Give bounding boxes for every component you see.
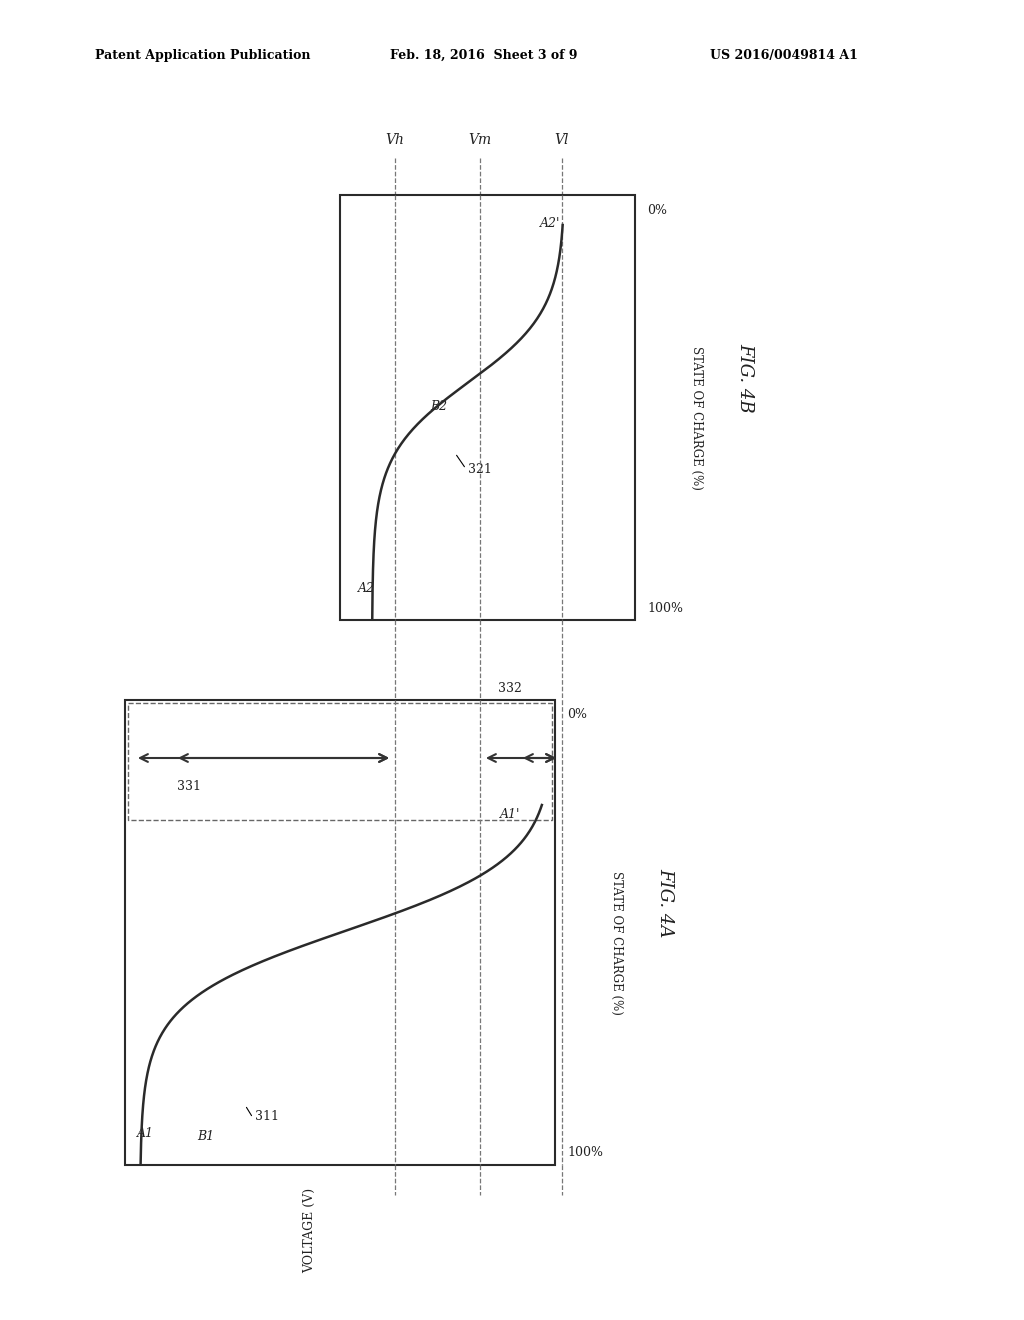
Text: B1: B1 <box>197 1130 214 1143</box>
Bar <box>125 700 555 1166</box>
Text: 100%: 100% <box>567 1147 603 1159</box>
Text: Vh: Vh <box>386 133 404 147</box>
Text: 0%: 0% <box>567 709 587 722</box>
Text: FIG. 4A: FIG. 4A <box>656 867 674 937</box>
Text: Vl: Vl <box>555 133 569 147</box>
Text: 0%: 0% <box>647 203 667 216</box>
Text: A2': A2' <box>540 216 560 230</box>
Text: STATE OF CHARGE (%): STATE OF CHARGE (%) <box>610 871 624 1015</box>
Bar <box>128 704 552 820</box>
Bar <box>340 195 635 620</box>
Text: A1': A1' <box>500 808 520 821</box>
Text: Vm: Vm <box>468 133 492 147</box>
Text: VOLTAGE (V): VOLTAGE (V) <box>303 1188 316 1272</box>
Text: Patent Application Publication: Patent Application Publication <box>95 49 310 62</box>
Text: Feb. 18, 2016  Sheet 3 of 9: Feb. 18, 2016 Sheet 3 of 9 <box>390 49 578 62</box>
Text: US 2016/0049814 A1: US 2016/0049814 A1 <box>710 49 858 62</box>
Text: 311: 311 <box>255 1110 279 1123</box>
Text: B2: B2 <box>430 400 447 413</box>
Text: 321: 321 <box>468 463 492 477</box>
Text: A1: A1 <box>137 1127 154 1140</box>
Text: 332: 332 <box>498 681 522 694</box>
Text: STATE OF CHARGE (%): STATE OF CHARGE (%) <box>690 346 703 490</box>
Text: A2: A2 <box>358 582 375 595</box>
Text: 331: 331 <box>177 780 201 793</box>
Text: FIG. 4B: FIG. 4B <box>736 343 754 412</box>
Text: 100%: 100% <box>647 602 683 615</box>
